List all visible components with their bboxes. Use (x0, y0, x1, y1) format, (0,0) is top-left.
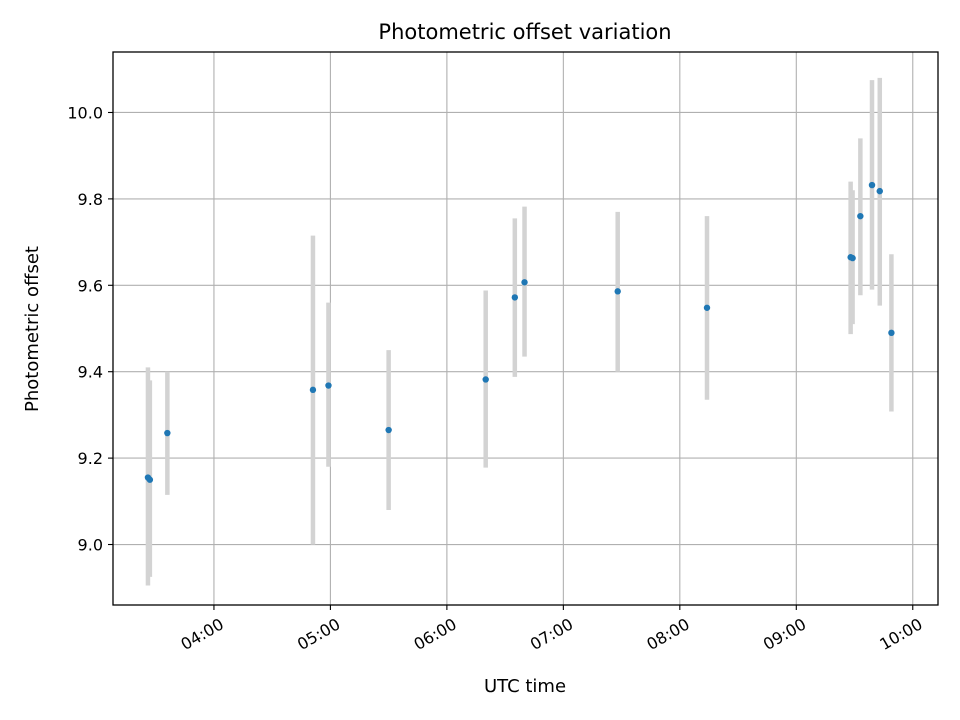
data-point (857, 212, 864, 220)
chart-title: Photometric offset variation (378, 20, 671, 44)
data-point (482, 376, 489, 383)
data-point (385, 426, 392, 434)
data-point (521, 279, 528, 286)
y-tick-label: 9.4 (78, 363, 103, 382)
y-tick-label: 10.0 (67, 103, 103, 122)
data-point (146, 476, 154, 483)
data-point (309, 386, 317, 394)
data-point (325, 382, 332, 389)
plot-frame (112, 51, 939, 606)
grid (113, 52, 938, 605)
data-point (849, 254, 856, 262)
y-tick-label: 9.2 (78, 449, 103, 468)
data-point (164, 429, 171, 437)
y-tick-label: 9.8 (78, 190, 103, 209)
data-point (511, 294, 519, 301)
y-axis-title: Photometric offset (22, 246, 43, 412)
x-axis-title: UTC time (484, 676, 566, 697)
y-tick-label: 9.6 (78, 276, 103, 295)
y-tick-label: 9.0 (78, 536, 103, 555)
data-point (703, 304, 711, 311)
data-point (614, 288, 621, 295)
y-axis-ticks: 9.0 9.2 9.4 9.6 9.8 10.0 (67, 103, 113, 555)
data-point (876, 187, 883, 195)
data-point (868, 181, 876, 189)
data-points (144, 181, 895, 483)
data-point (888, 329, 895, 337)
